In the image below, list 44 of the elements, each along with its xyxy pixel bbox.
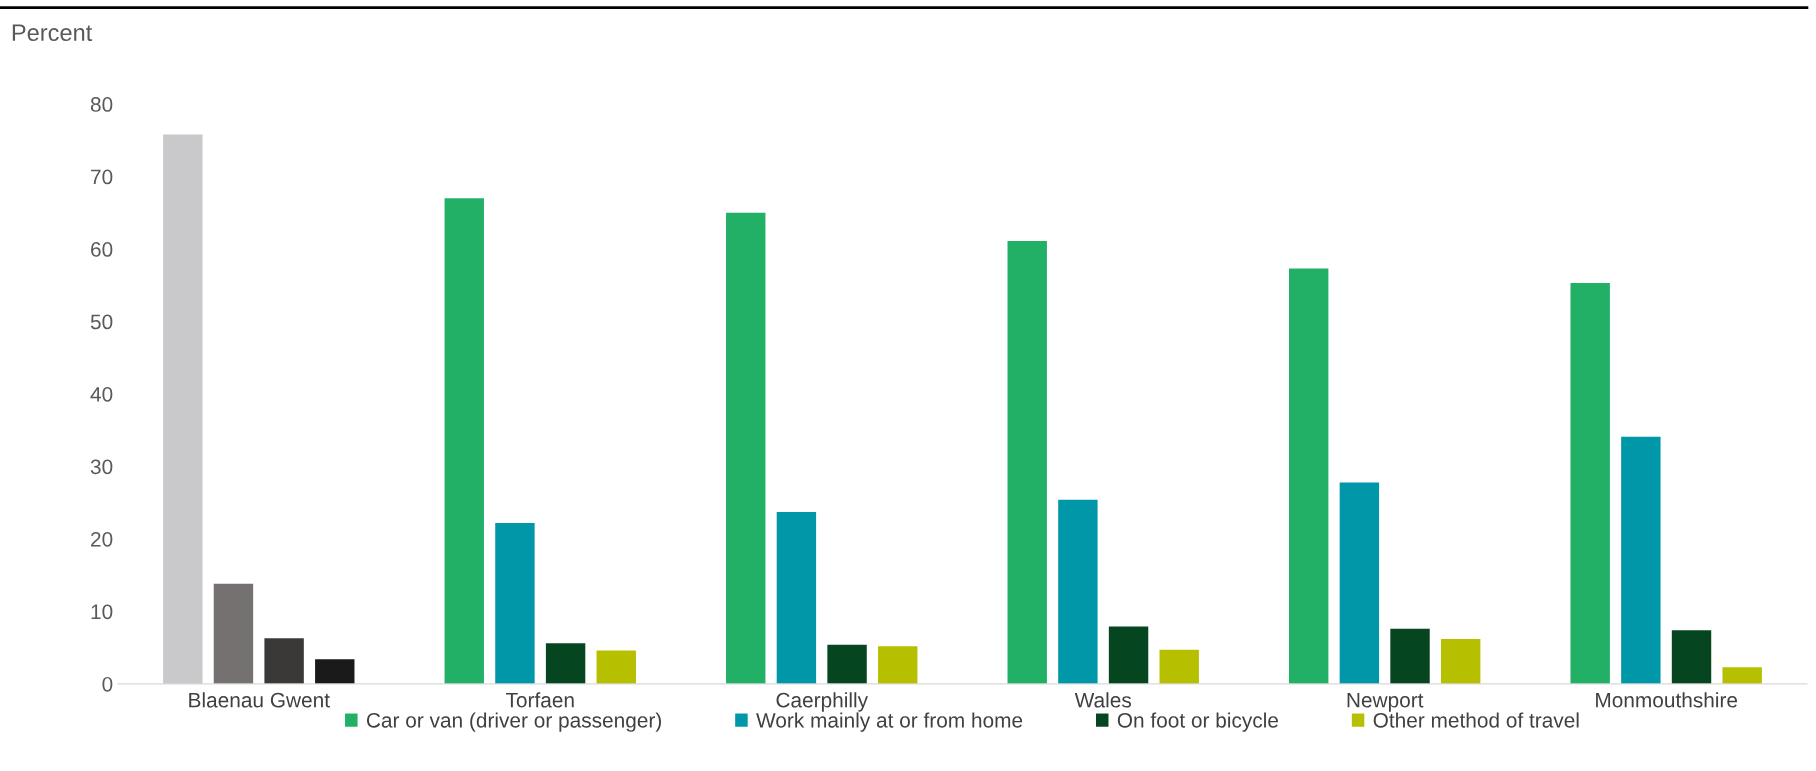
x-tick-label: Torfaen bbox=[505, 692, 574, 708]
y-tick-label: 10 bbox=[91, 604, 113, 620]
bar bbox=[1289, 268, 1329, 684]
bar bbox=[545, 643, 586, 684]
y-tick-label: 0 bbox=[102, 676, 113, 692]
x-tick-label: Newport bbox=[1347, 692, 1424, 712]
bar bbox=[1159, 649, 1199, 684]
legend-label: Other method of travel bbox=[1373, 712, 1579, 728]
bar bbox=[444, 198, 484, 684]
bar bbox=[1722, 667, 1762, 684]
bar bbox=[1441, 638, 1481, 684]
bar bbox=[1058, 499, 1098, 684]
legend-label: Work mainly at or from home bbox=[756, 712, 1023, 732]
legend-label: Car or van (driver or passenger) bbox=[366, 712, 661, 732]
bar bbox=[1108, 626, 1149, 684]
bar bbox=[495, 522, 535, 684]
x-tick-label: Wales bbox=[1074, 692, 1132, 708]
bar bbox=[315, 659, 355, 684]
x-tick-label: Caerphilly bbox=[776, 692, 869, 712]
y-tick-label: 60 bbox=[91, 242, 113, 257]
bar bbox=[1570, 283, 1610, 684]
x-tick-label: Monmouthshire bbox=[1596, 692, 1738, 708]
bar bbox=[878, 646, 918, 684]
x-tick-label: Blaenau Gwent bbox=[189, 692, 330, 708]
bar bbox=[264, 638, 304, 684]
bar bbox=[596, 650, 636, 684]
legend-label: On foot or bicycle bbox=[1117, 712, 1278, 732]
y-tick-label: 20 bbox=[91, 531, 113, 547]
y-tick-label: 30 bbox=[90, 459, 113, 475]
bar bbox=[1671, 630, 1712, 684]
bar bbox=[776, 512, 817, 684]
bar bbox=[1339, 482, 1380, 684]
y-tick-label: 70 bbox=[91, 169, 113, 185]
bar bbox=[827, 644, 867, 684]
bar bbox=[213, 583, 254, 684]
y-tick-label: 50 bbox=[90, 314, 113, 330]
bar bbox=[1390, 628, 1430, 684]
bar bbox=[163, 134, 203, 684]
bar bbox=[1621, 436, 1661, 684]
y-tick-label: 80 bbox=[90, 97, 113, 112]
bar bbox=[1007, 241, 1047, 684]
y-axis-title: Percent bbox=[12, 24, 93, 42]
bar bbox=[726, 212, 766, 684]
y-tick-label: 40 bbox=[90, 386, 113, 402]
